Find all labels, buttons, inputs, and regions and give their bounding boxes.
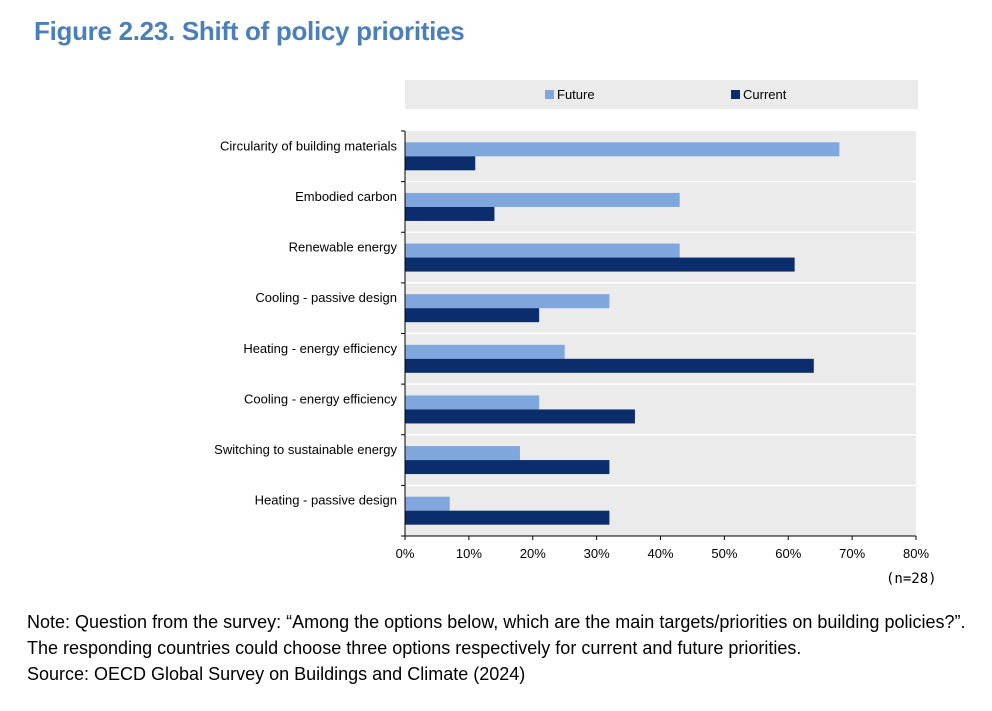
x-tick-label: 60% xyxy=(775,546,801,561)
x-tick-label: 70% xyxy=(839,546,865,561)
bar-future xyxy=(405,294,610,309)
legend-label-future: Future xyxy=(557,87,595,102)
category-label: Switching to sustainable energy xyxy=(214,442,397,457)
bar-future xyxy=(405,344,565,359)
legend-label-current: Current xyxy=(743,87,787,102)
notes: Note: Question from the survey: “Among t… xyxy=(27,609,965,687)
bar-future xyxy=(405,243,680,258)
category-label: Cooling - passive design xyxy=(255,290,397,305)
category-label: Cooling - energy efficiency xyxy=(244,391,397,406)
bar-future xyxy=(405,395,540,410)
note-source: Source: OECD Global Survey on Buildings … xyxy=(27,664,526,684)
bar-future xyxy=(405,496,450,511)
x-tick-labels: 0% 10% 20% 30% 40% 50% 60% 70% 80% xyxy=(396,546,930,561)
legend-swatch-current xyxy=(731,90,740,99)
axes xyxy=(401,130,917,540)
bar-current xyxy=(405,409,635,424)
legend-background xyxy=(405,80,918,109)
bar-chart: Future Current 0% 10% 20% 30% 40% 50% 60% 70% 80%… xyxy=(214,80,930,561)
category-labels: Circularity of building materials Embodie… xyxy=(214,138,397,507)
x-tick-label: 20% xyxy=(520,546,546,561)
legend-swatch-future xyxy=(545,90,554,99)
bar-current xyxy=(405,460,610,475)
bar-current xyxy=(405,206,495,221)
category-label: Renewable energy xyxy=(289,240,398,255)
x-tick-label: 50% xyxy=(711,546,737,561)
category-label: Circularity of building materials xyxy=(220,138,398,153)
figure-title: Figure 2.23. Shift of policy priorities xyxy=(34,16,465,46)
bar-current xyxy=(405,156,476,171)
note-options: The responding countries could choose th… xyxy=(27,638,802,658)
x-tick-label: 0% xyxy=(396,546,415,561)
note-question: Note: Question from the survey: “Among t… xyxy=(27,612,966,632)
x-tick-label: 10% xyxy=(456,546,482,561)
bar-current xyxy=(405,257,795,272)
x-tick-label: 40% xyxy=(647,546,673,561)
category-label: Embodied carbon xyxy=(295,189,397,204)
bar-current xyxy=(405,358,814,373)
x-tick-label: 30% xyxy=(584,546,610,561)
bar-current xyxy=(405,510,610,525)
category-label: Heating - passive design xyxy=(255,493,397,508)
gridlines xyxy=(405,180,916,487)
bar-future xyxy=(405,192,680,207)
bar-current xyxy=(405,308,540,323)
category-label: Heating - energy efficiency xyxy=(243,341,397,356)
sample-size-label: (n=28) xyxy=(886,571,937,587)
bar-future xyxy=(405,142,840,157)
bar-future xyxy=(405,446,520,461)
x-tick-label: 80% xyxy=(903,546,929,561)
bars xyxy=(405,142,840,525)
legend: Future Current xyxy=(545,87,787,102)
